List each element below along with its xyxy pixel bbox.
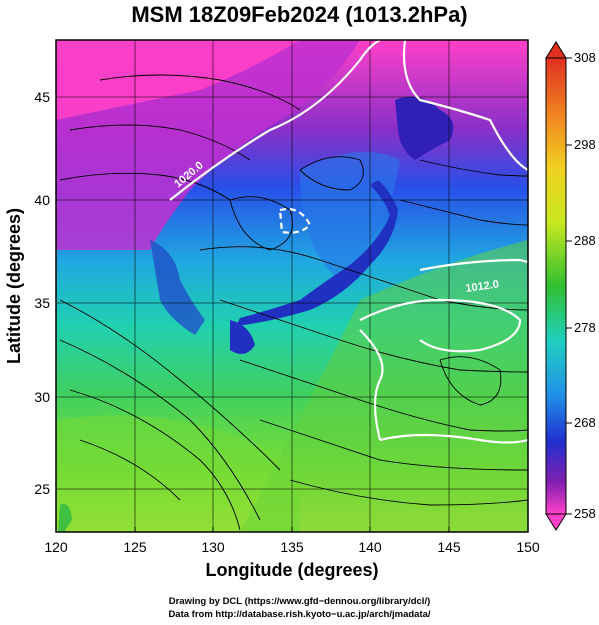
colorbar-scale: [545, 57, 567, 515]
footer-data-source: Data from http://database.rish.kyoto−u.a…: [168, 609, 431, 620]
colorbar-label: 288: [574, 233, 596, 248]
x-tick-label: 145: [437, 539, 461, 555]
colorbar-label: 268: [574, 415, 596, 430]
colorbar: 308 298 288 278 268 258: [545, 41, 596, 531]
y-tick-label: 30: [34, 389, 50, 405]
x-tick-label: 120: [44, 539, 68, 555]
colorbar-label: 258: [574, 506, 596, 521]
y-tick-label: 25: [34, 481, 50, 497]
y-axis-title: Latitude (degrees): [4, 208, 24, 364]
x-tick-label: 140: [358, 539, 382, 555]
colorbar-label: 278: [574, 320, 596, 335]
contour-label-1012: 1012.0: [465, 278, 500, 295]
y-tick-label: 45: [34, 89, 50, 105]
footer-drawing-credit: Drawing by DCL (https://www.gfd−dennou.o…: [168, 596, 431, 607]
colorbar-label: 298: [574, 137, 596, 152]
colorbar-label: 308: [574, 50, 596, 65]
x-tick-label: 125: [123, 539, 147, 555]
x-tick-label: 135: [280, 539, 304, 555]
x-tick-label: 130: [201, 539, 225, 555]
colorbar-bottom-arrow: [545, 513, 567, 531]
wind-streamlines: [59, 74, 528, 531]
map-title: MSM 18Z09Feb2024 (1013.2hPa): [131, 2, 468, 27]
colorbar-top-arrow: [545, 41, 567, 59]
temperature-field: [56, 40, 528, 532]
x-axis-title: Longitude (degrees): [205, 560, 378, 580]
y-tick-label: 35: [34, 295, 50, 311]
pressure-contours: [169, 40, 528, 444]
y-tick-label: 40: [34, 192, 50, 208]
x-tick-label: 150: [516, 539, 540, 555]
